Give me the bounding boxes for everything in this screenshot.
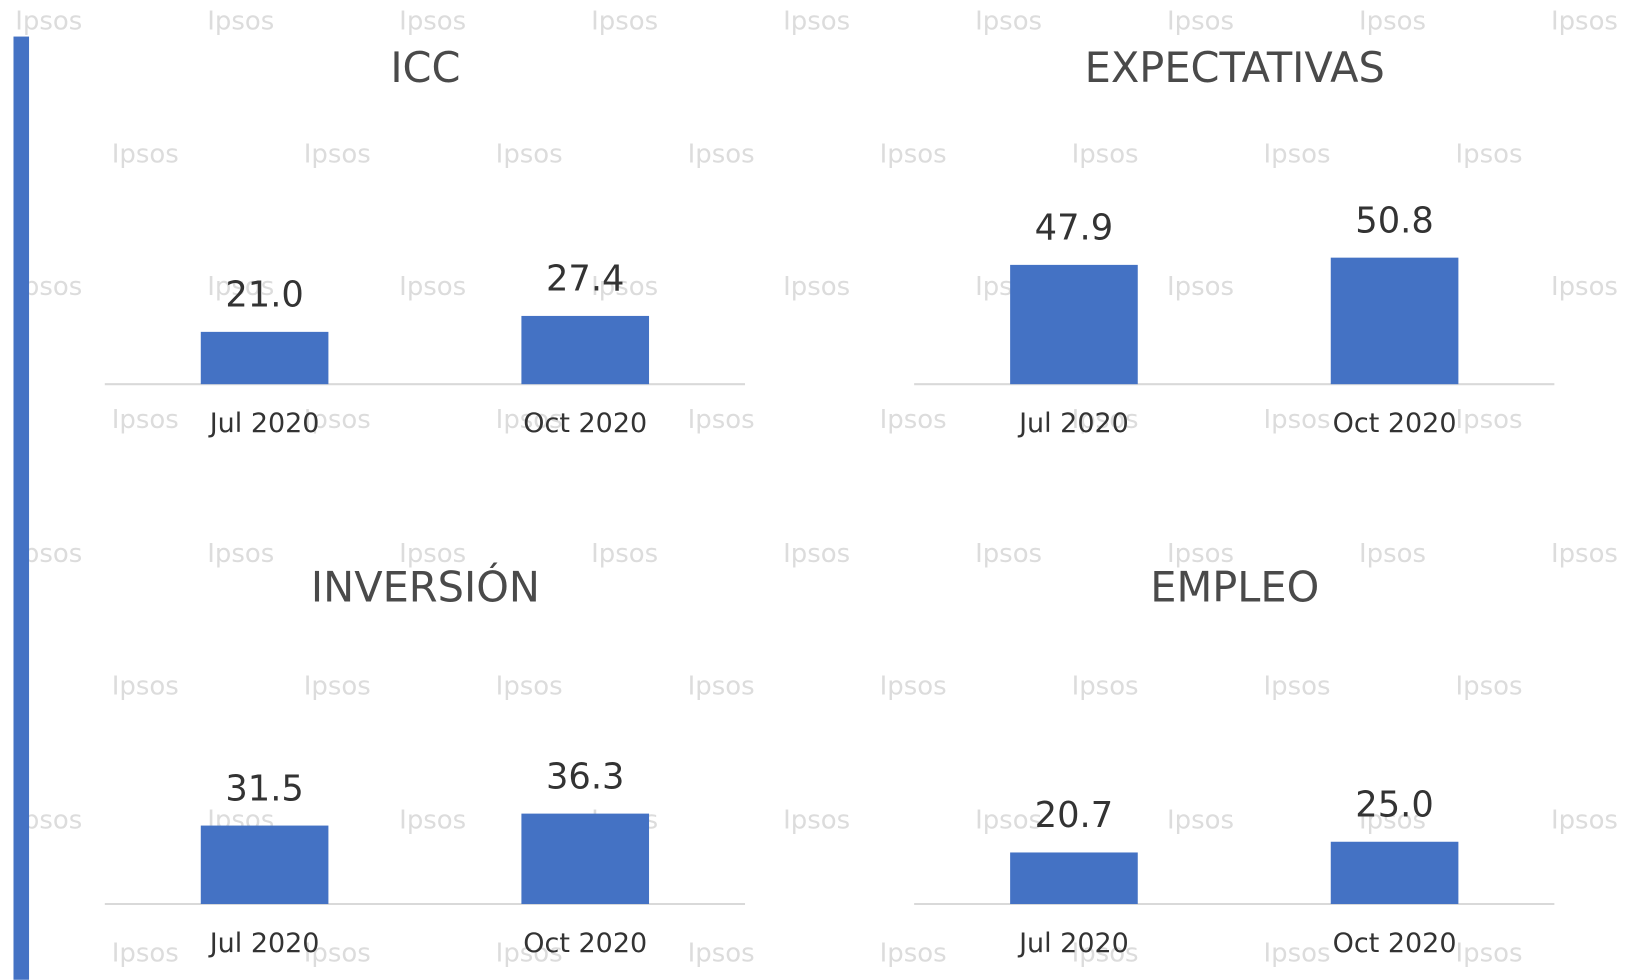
bar [1330, 841, 1459, 905]
watermark: Ipsos [1359, 7, 1426, 37]
watermark: Ipsos [1072, 672, 1139, 702]
watermark: Ipsos [112, 139, 179, 169]
watermark: Ipsos [15, 7, 82, 37]
data-label: 47.9 [1035, 208, 1114, 249]
data-label: 25.0 [1355, 784, 1434, 825]
watermark: Ipsos [399, 7, 466, 37]
watermark: Ipsos [1167, 806, 1234, 836]
chart-title: ICC [390, 43, 460, 92]
watermarks: Ipsos Ipsos Ipsos Ipsos Ipsos Ipsos Ipsos Ipsos… [15, 7, 1618, 969]
watermark: Ipsos [975, 806, 1042, 836]
bar [1010, 264, 1138, 385]
watermark: Ipsos [207, 272, 274, 302]
watermark: Ipsos [304, 405, 371, 435]
watermark: Ipsos [496, 139, 563, 169]
watermark: Ipsos [1264, 405, 1331, 435]
watermark: Ipsos [688, 139, 755, 169]
watermark: Ipsos [688, 938, 755, 968]
watermark: Ipsos [783, 806, 850, 836]
watermark: Ipsos [880, 938, 947, 968]
bar [1330, 257, 1459, 385]
data-label: 50.8 [1355, 200, 1434, 241]
watermark: Ipsos [1359, 539, 1426, 569]
x-tick-label: Jul 2020 [208, 928, 320, 959]
watermark: Ipsos [783, 539, 850, 569]
watermark: Ipsos [399, 539, 466, 569]
watermark: Ipsos [1455, 139, 1522, 169]
watermark: Ipsos [399, 272, 466, 302]
watermark: Ipsos [399, 806, 466, 836]
watermark: Ipsos [496, 672, 563, 702]
data-label: 36.3 [546, 756, 625, 797]
watermark: Ipsos [1072, 938, 1139, 968]
watermark: Ipsos [975, 7, 1042, 37]
watermark: Ipsos [591, 272, 658, 302]
watermark: Ipsos [880, 405, 947, 435]
watermark: Ipsos [1455, 672, 1522, 702]
watermark: Ipsos [880, 672, 947, 702]
data-label: 21.0 [225, 275, 304, 316]
watermark: Ipsos [1455, 405, 1522, 435]
watermark: Ipsos [207, 539, 274, 569]
watermark: Ipsos [1167, 539, 1234, 569]
watermark: Ipsos [1359, 806, 1426, 836]
watermark: Ipsos [783, 7, 850, 37]
watermark: Ipsos [591, 539, 658, 569]
watermark: Ipsos [783, 272, 850, 302]
watermark: Ipsos [1551, 272, 1618, 302]
watermark: Ipsos [975, 539, 1042, 569]
x-tick-label: Oct 2020 [1333, 408, 1457, 439]
chart-title: INVERSIÓN [311, 563, 540, 612]
x-tick-label: Jul 2020 [208, 408, 320, 439]
watermark: Ipsos [304, 672, 371, 702]
watermark: Ipsos [1551, 539, 1618, 569]
watermark: Ipsos [1455, 938, 1522, 968]
x-tick-label: Jul 2020 [1017, 408, 1129, 439]
bar [200, 825, 329, 905]
watermark: Ipsos [112, 938, 179, 968]
watermark: Ipsos [496, 938, 563, 968]
watermark: Ipsos [112, 405, 179, 435]
watermark: Ipsos [1167, 272, 1234, 302]
x-tick-label: Oct 2020 [1333, 928, 1457, 959]
chart-title: EMPLEO [1150, 563, 1319, 612]
bar [521, 813, 650, 905]
watermark: Ipsos [304, 139, 371, 169]
watermark: Ipsos [1551, 806, 1618, 836]
x-tick-label: Oct 2020 [523, 928, 647, 959]
watermark: Ipsos [591, 7, 658, 37]
watermark: Ipsos [112, 672, 179, 702]
watermark: Ipsos [1264, 139, 1331, 169]
bar [521, 315, 650, 385]
data-label: 20.7 [1035, 795, 1114, 836]
x-tick-label: Oct 2020 [523, 408, 647, 439]
watermark: Ipsos [688, 405, 755, 435]
watermark: Ipsos [1167, 7, 1234, 37]
watermark: Ipsos [1072, 405, 1139, 435]
data-label: 31.5 [225, 768, 304, 809]
bar [200, 331, 329, 385]
x-tick-label: Jul 2020 [1017, 928, 1129, 959]
watermark: Ipsos [1551, 7, 1618, 37]
watermark: Ipsos [304, 938, 371, 968]
watermark: Ipsos [880, 139, 947, 169]
watermark: Ipsos [688, 672, 755, 702]
data-label: 27.4 [546, 259, 625, 300]
watermark: Ipsos [1264, 672, 1331, 702]
bar [1010, 852, 1138, 905]
watermark: Ipsos [1264, 938, 1331, 968]
watermark: Ipsos [1072, 139, 1139, 169]
watermark: Ipsos [207, 7, 274, 37]
side-accent [13, 36, 30, 980]
charts: ICC 21.0 Jul 2020 27.4 Oct 2020 EXPECTATIVAS 4… [104, 43, 1555, 959]
chart-title: EXPECTATIVAS [1085, 43, 1385, 92]
watermark: Ipsos [496, 405, 563, 435]
